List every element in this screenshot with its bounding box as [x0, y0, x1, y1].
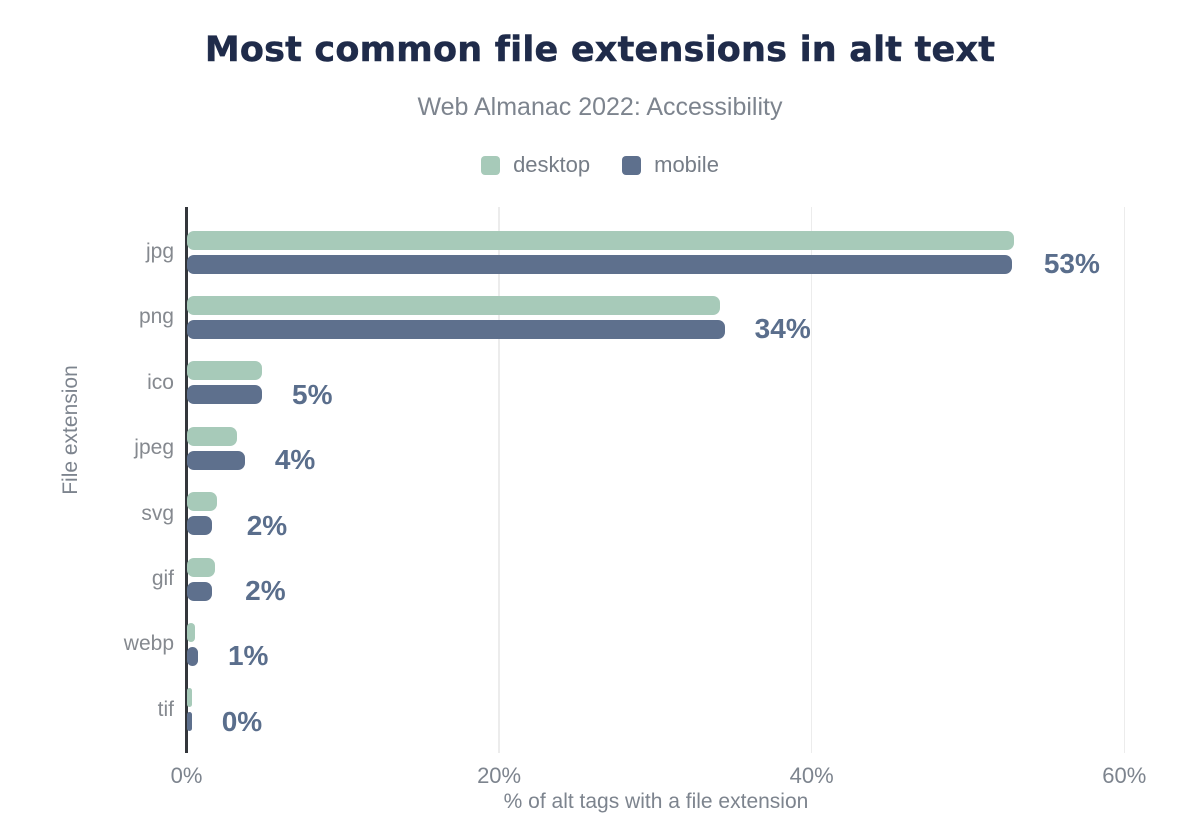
bar-mobile-ico [187, 385, 263, 405]
gridline-20% [498, 207, 500, 753]
value-label-webp: 1% [227, 640, 269, 672]
x-tick-40%: 40% [789, 763, 834, 788]
chart-subtitle: Web Almanac 2022: Accessibility [417, 93, 783, 121]
value-label-tif: 0% [221, 705, 263, 737]
mobile-legend-label: mobile [654, 152, 719, 177]
bar-desktop-webp [187, 622, 195, 642]
gridline-40% [810, 207, 813, 753]
value-label-png: 34% [754, 313, 811, 345]
bar-mobile-svg [187, 516, 212, 536]
bar-mobile-gif [187, 581, 212, 601]
bar-desktop-jpg [187, 230, 1014, 250]
bar-mobile-jpeg [187, 450, 245, 470]
x-tick-0%: 0% [170, 763, 203, 788]
bar-desktop-png [187, 295, 720, 315]
bar-desktop-jpeg [187, 426, 238, 446]
category-label-gif: gif [151, 567, 174, 590]
bar-desktop-gif [187, 557, 216, 577]
bar-mobile-png [187, 319, 725, 339]
legend-item-mobile: mobile [622, 152, 719, 178]
bar-desktop-svg [187, 492, 217, 512]
category-label-webp: webp [123, 632, 174, 656]
value-label-jpeg: 4% [274, 444, 316, 476]
category-label-png: png [138, 305, 174, 329]
category-label-ico: ico [147, 370, 174, 394]
bar-mobile-tif [187, 712, 192, 732]
value-label-ico: 5% [292, 378, 333, 410]
y-axis-line [185, 207, 188, 753]
bar-desktop-ico [187, 361, 263, 381]
gridline-60% [1123, 207, 1126, 753]
category-label-tif: tif [157, 697, 174, 721]
x-axis-title: % of alt tags with a file extension [503, 790, 809, 813]
category-label-jpg: jpg [145, 240, 174, 263]
bar-desktop-tif [187, 688, 192, 708]
chart-title: Most common file extensions in alt text [204, 30, 996, 71]
bar-mobile-webp [187, 646, 198, 666]
value-label-gif: 2% [245, 575, 286, 606]
bar-mobile-jpg [187, 254, 1013, 274]
mobile-swatch-icon [622, 155, 642, 175]
x-tick-60%: 60% [1102, 763, 1147, 788]
value-label-svg: 2% [246, 509, 288, 541]
value-label-jpg: 53% [1043, 248, 1100, 279]
x-tick-20%: 20% [477, 763, 522, 788]
desktop-legend-label: desktop [513, 152, 591, 177]
legend: desktop mobile [0, 152, 1200, 178]
desktop-swatch-icon [481, 155, 501, 175]
legend-item-desktop: desktop [481, 152, 590, 178]
category-label-svg: svg [141, 501, 174, 525]
category-label-jpeg: jpeg [134, 436, 174, 460]
